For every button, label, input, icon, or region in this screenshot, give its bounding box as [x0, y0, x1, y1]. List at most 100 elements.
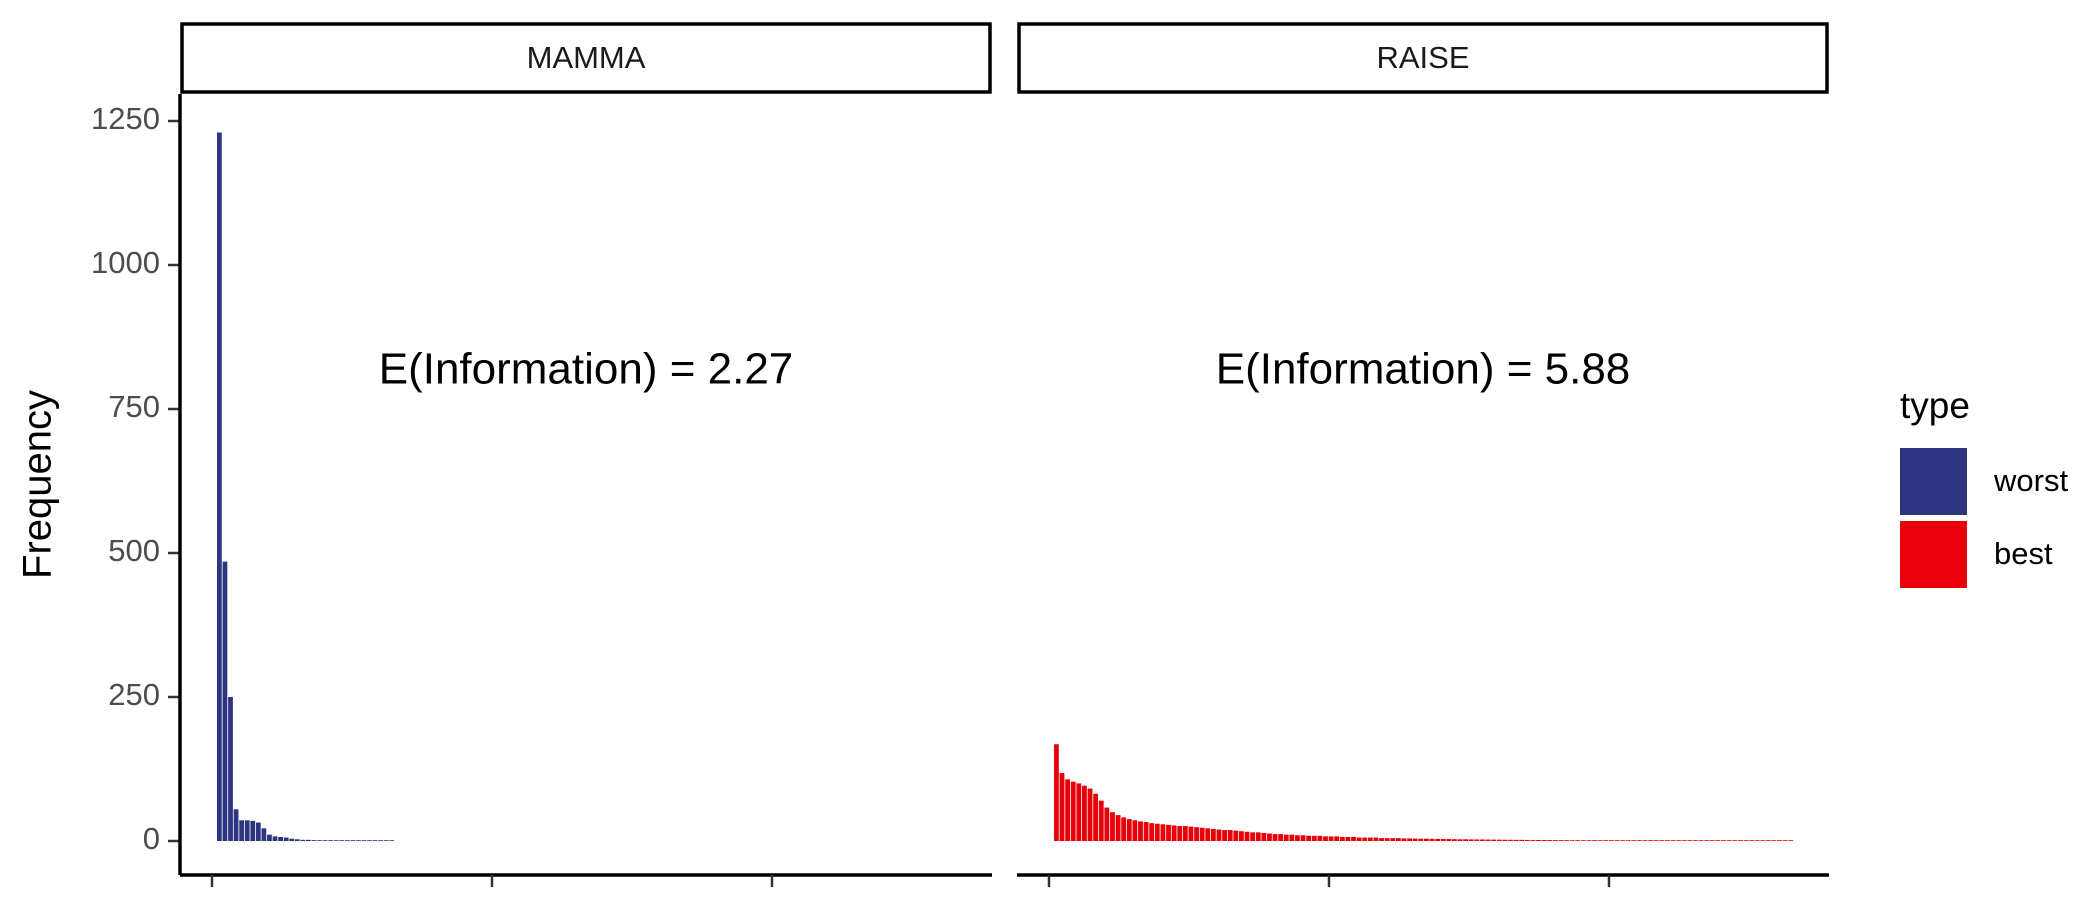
bar	[1569, 840, 1575, 841]
bar	[1765, 840, 1771, 841]
legend: type worst best	[1900, 385, 2068, 588]
bar	[289, 838, 295, 841]
bar	[1076, 783, 1082, 841]
bar	[1166, 824, 1171, 841]
bar	[1412, 838, 1418, 841]
bar	[1592, 840, 1597, 841]
bar	[1233, 830, 1239, 841]
bar	[383, 840, 389, 841]
bar	[1513, 839, 1519, 841]
bar	[1603, 840, 1609, 841]
bar	[1194, 827, 1199, 841]
bar	[1328, 836, 1334, 841]
bar	[1289, 834, 1295, 841]
bar	[1642, 840, 1648, 841]
bar	[272, 836, 278, 841]
legend-swatch	[1900, 448, 1967, 515]
bar	[1558, 840, 1564, 841]
bar	[278, 836, 283, 841]
bar	[1547, 840, 1553, 841]
legend-swatch	[1900, 521, 1967, 588]
bar	[1390, 838, 1396, 841]
bar	[311, 840, 317, 841]
bar	[1093, 793, 1099, 841]
bar	[1480, 839, 1485, 841]
bar	[317, 840, 322, 841]
bar	[372, 840, 378, 841]
bar	[1749, 840, 1754, 841]
bar	[1283, 834, 1289, 841]
bar	[1782, 840, 1788, 841]
bar	[1698, 840, 1704, 841]
bar	[1362, 837, 1368, 841]
bar	[1379, 838, 1384, 841]
bar	[1502, 839, 1508, 841]
bar	[1317, 835, 1323, 841]
bar	[344, 840, 350, 841]
bar	[255, 822, 261, 841]
bar	[1306, 835, 1312, 841]
bar	[1177, 826, 1183, 841]
bar	[1631, 840, 1637, 841]
bar	[1339, 836, 1345, 841]
bar	[1665, 840, 1670, 841]
bar	[1586, 840, 1592, 841]
bar	[250, 820, 256, 841]
bar	[1199, 827, 1205, 841]
bar	[217, 132, 222, 841]
bar	[361, 840, 367, 841]
bar	[1098, 800, 1104, 841]
bar	[1104, 807, 1110, 841]
facet-panels: MAMMA E(Information) = 2.27 RAISE E(Informa…	[178, 22, 1829, 887]
bar	[1474, 839, 1480, 841]
bar	[1356, 837, 1362, 841]
bar	[1255, 832, 1261, 841]
legend-label: best	[1994, 536, 2053, 571]
bar	[1620, 840, 1626, 841]
bar	[1580, 840, 1586, 841]
bar	[1373, 837, 1379, 841]
bar	[1149, 823, 1155, 841]
bar	[1709, 840, 1715, 841]
bar	[1171, 825, 1177, 841]
bar	[1726, 840, 1732, 841]
info-annotation: E(Information) = 5.88	[1216, 345, 1631, 394]
bar	[1564, 840, 1569, 841]
bar	[1311, 835, 1317, 841]
bar	[1771, 840, 1777, 841]
bar	[1160, 824, 1166, 841]
bar	[1743, 840, 1749, 841]
bars	[217, 132, 395, 841]
bar	[261, 828, 267, 841]
bar	[322, 840, 328, 841]
bar	[1132, 820, 1138, 841]
bar	[1715, 840, 1721, 841]
legend-title: type	[1900, 385, 1970, 426]
bar	[1323, 836, 1328, 841]
bar	[1278, 834, 1284, 841]
bar	[1597, 840, 1603, 841]
bar	[1637, 840, 1642, 841]
bar	[1704, 840, 1710, 841]
bar	[1115, 815, 1121, 841]
bar	[1659, 840, 1665, 841]
facet-strip-label: RAISE	[1376, 40, 1469, 75]
bar	[1508, 839, 1513, 841]
bar	[1737, 840, 1743, 841]
bar	[1121, 817, 1127, 841]
bar	[1138, 821, 1143, 841]
bar	[1485, 839, 1491, 841]
facet-strip	[1017, 22, 1829, 94]
bar	[1054, 744, 1059, 841]
bar	[239, 820, 245, 841]
bar	[1670, 840, 1676, 841]
bar	[1687, 840, 1693, 841]
facet-panel: RAISE E(Information) = 5.88	[1017, 22, 1829, 887]
facet-strip	[180, 22, 992, 94]
bar	[1059, 773, 1065, 841]
bar	[1429, 838, 1435, 841]
bar	[1401, 838, 1407, 841]
y-axis-label: Frequency	[16, 390, 60, 579]
bar	[1126, 819, 1132, 841]
bar	[1463, 839, 1469, 841]
